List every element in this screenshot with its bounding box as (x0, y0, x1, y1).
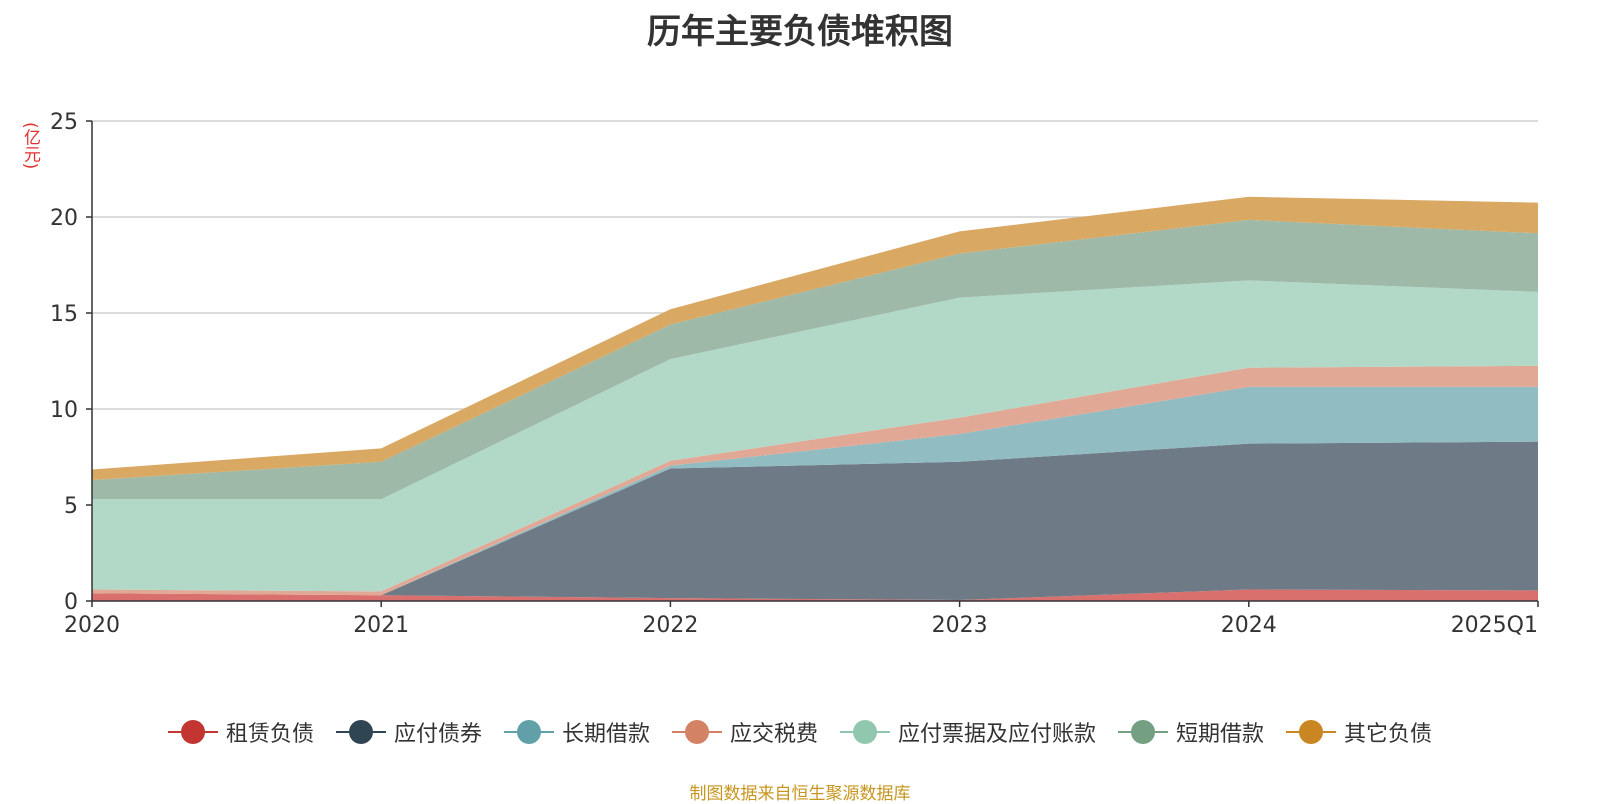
x-tick-label: 2025Q1 (1451, 613, 1538, 638)
legend-item-5[interactable]: 短期借款 (1118, 716, 1264, 748)
legend-marker (671, 720, 722, 744)
legend-item-1[interactable]: 应付债券 (335, 716, 482, 748)
legend-item-6[interactable]: 其它负债 (1286, 716, 1432, 748)
area-series-4 (92, 280, 1538, 592)
area-series-2 (92, 386, 1538, 596)
y-tick-label: 10 (50, 398, 78, 423)
y-tick-label: 15 (50, 302, 78, 327)
x-tick-label: 2021 (353, 613, 409, 638)
chart-title: 历年主要负债堆积图 (647, 12, 953, 52)
legend-marker (503, 720, 554, 744)
area-series-0 (92, 589, 1538, 601)
area-series-5 (92, 219, 1538, 500)
x-tick-label: 2020 (64, 613, 120, 638)
y-tick-label: 25 (50, 110, 78, 135)
legend-marker (1286, 720, 1337, 744)
area-series-layer (92, 196, 1538, 601)
legend-label: 其它负债 (1344, 722, 1433, 747)
area-series-1 (92, 441, 1538, 600)
legend-label: 应付票据及应付账款 (898, 722, 1097, 747)
area-series-6 (92, 196, 1538, 481)
legend-label: 租赁负债 (225, 722, 314, 747)
legend-item-2[interactable]: 长期借款 (503, 716, 650, 748)
stacked-area-chart: 0 5 10 15 20 25 2020 2021 2022 2023 2024 2025Q1 (50, 110, 1539, 638)
y-tick-label: 20 (50, 206, 78, 231)
x-tick-label: 2022 (642, 613, 698, 638)
source-note: 制图数据来自恒生聚源数据库 (689, 784, 911, 804)
legend-marker (335, 720, 386, 744)
y-tick-label: 5 (64, 494, 78, 519)
y-axis-unit: (亿元) (20, 122, 40, 170)
legend-marker (167, 720, 218, 744)
y-tick-label: 0 (64, 590, 78, 615)
legend-item-0[interactable]: 租赁负债 (167, 716, 314, 748)
legend-label: 短期借款 (1176, 722, 1265, 747)
axes (86, 120, 1539, 607)
legend-label: 长期借款 (561, 722, 650, 747)
legend: 租赁负债 应付债券 长期借款 应交税费 应付票据及应付账款 短期借款 其它负债 (0, 716, 1600, 748)
legend-label: 应付债券 (393, 722, 482, 747)
legend-marker (1118, 720, 1169, 744)
tick-labels: 0 5 10 15 20 25 2020 2021 2022 2023 2024 2025Q1 (50, 110, 1538, 638)
x-tick-label: 2024 (1221, 613, 1277, 638)
legend-marker (840, 720, 890, 744)
legend-label: 应交税费 (729, 722, 818, 747)
legend-item-3[interactable]: 应交税费 (671, 716, 818, 748)
legend-item-4[interactable]: 应付票据及应付账款 (840, 716, 1096, 748)
x-tick-label: 2023 (932, 613, 988, 638)
